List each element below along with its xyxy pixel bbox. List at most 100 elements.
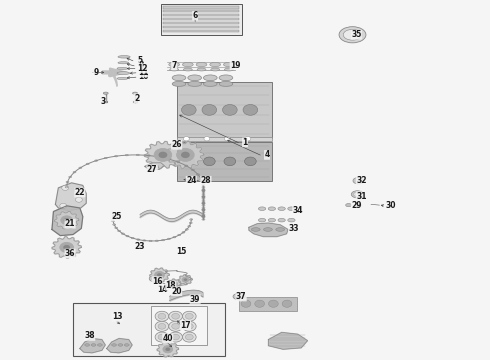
FancyBboxPatch shape — [151, 306, 207, 345]
Polygon shape — [52, 206, 83, 235]
Ellipse shape — [353, 192, 361, 197]
Text: 35: 35 — [351, 30, 362, 39]
Circle shape — [158, 323, 166, 329]
Circle shape — [222, 104, 237, 115]
Ellipse shape — [288, 207, 295, 211]
Ellipse shape — [203, 75, 217, 81]
FancyBboxPatch shape — [73, 303, 225, 356]
Bar — [176, 137, 272, 140]
Circle shape — [172, 334, 179, 340]
Ellipse shape — [219, 75, 233, 81]
Text: 15: 15 — [176, 247, 187, 256]
Ellipse shape — [223, 62, 234, 67]
Text: 17: 17 — [180, 321, 191, 330]
Text: 24: 24 — [186, 176, 196, 185]
Circle shape — [224, 136, 230, 141]
Polygon shape — [167, 279, 181, 289]
Ellipse shape — [353, 177, 364, 184]
Circle shape — [185, 334, 193, 340]
Bar — [163, 30, 239, 32]
Circle shape — [185, 323, 193, 329]
Text: 20: 20 — [172, 287, 182, 296]
Ellipse shape — [258, 219, 266, 222]
Ellipse shape — [118, 344, 123, 346]
Circle shape — [269, 300, 278, 307]
Text: 10: 10 — [138, 72, 148, 81]
Circle shape — [202, 104, 217, 115]
Ellipse shape — [172, 75, 186, 81]
Ellipse shape — [196, 62, 207, 67]
Ellipse shape — [133, 92, 138, 94]
Bar — [163, 6, 239, 9]
Ellipse shape — [188, 75, 201, 81]
Circle shape — [243, 104, 258, 115]
Text: 11: 11 — [138, 68, 148, 77]
Polygon shape — [178, 275, 192, 285]
Polygon shape — [107, 338, 132, 353]
Circle shape — [172, 314, 179, 319]
Ellipse shape — [98, 344, 102, 346]
Circle shape — [158, 334, 166, 340]
Text: 9: 9 — [94, 68, 98, 77]
Circle shape — [181, 104, 196, 115]
Text: 3: 3 — [100, 96, 106, 105]
Circle shape — [169, 311, 182, 321]
Ellipse shape — [169, 62, 179, 67]
Circle shape — [155, 271, 164, 279]
Bar — [163, 26, 239, 28]
Text: 1: 1 — [243, 138, 247, 147]
Ellipse shape — [183, 68, 192, 71]
Circle shape — [157, 273, 162, 277]
Text: 5: 5 — [137, 57, 143, 66]
Text: 38: 38 — [84, 332, 95, 341]
Circle shape — [181, 152, 190, 158]
Ellipse shape — [118, 62, 129, 64]
Text: 21: 21 — [65, 219, 75, 228]
Circle shape — [224, 157, 236, 166]
Ellipse shape — [288, 219, 295, 222]
Bar — [163, 14, 239, 16]
Circle shape — [282, 300, 292, 307]
Circle shape — [163, 346, 172, 353]
Circle shape — [158, 314, 166, 319]
Bar — [176, 142, 272, 181]
Text: 26: 26 — [172, 140, 182, 149]
Ellipse shape — [355, 203, 361, 207]
Polygon shape — [167, 141, 204, 168]
Circle shape — [155, 321, 169, 331]
Text: 27: 27 — [147, 165, 157, 174]
Circle shape — [172, 283, 176, 285]
Circle shape — [169, 321, 182, 331]
Text: 18: 18 — [166, 281, 176, 290]
Text: 29: 29 — [351, 201, 362, 210]
Ellipse shape — [203, 81, 217, 86]
Polygon shape — [55, 183, 86, 211]
Ellipse shape — [219, 81, 233, 86]
Ellipse shape — [251, 228, 260, 231]
Ellipse shape — [211, 68, 220, 71]
Circle shape — [183, 157, 195, 166]
Bar — [239, 297, 297, 311]
Circle shape — [165, 347, 170, 351]
Circle shape — [245, 157, 256, 166]
FancyArrow shape — [102, 68, 127, 77]
Circle shape — [154, 148, 171, 161]
Circle shape — [60, 203, 67, 208]
Ellipse shape — [339, 27, 366, 43]
Ellipse shape — [233, 293, 245, 300]
Ellipse shape — [124, 344, 129, 346]
Circle shape — [183, 136, 189, 141]
Circle shape — [75, 197, 82, 202]
Ellipse shape — [117, 72, 130, 75]
Ellipse shape — [103, 92, 108, 94]
Polygon shape — [150, 268, 169, 282]
Ellipse shape — [278, 207, 285, 211]
Ellipse shape — [278, 219, 285, 222]
Text: 33: 33 — [289, 224, 299, 233]
Polygon shape — [269, 332, 308, 349]
Text: 14: 14 — [157, 285, 167, 294]
FancyBboxPatch shape — [161, 4, 242, 35]
Circle shape — [182, 277, 189, 282]
Polygon shape — [145, 141, 181, 168]
Circle shape — [63, 245, 70, 250]
